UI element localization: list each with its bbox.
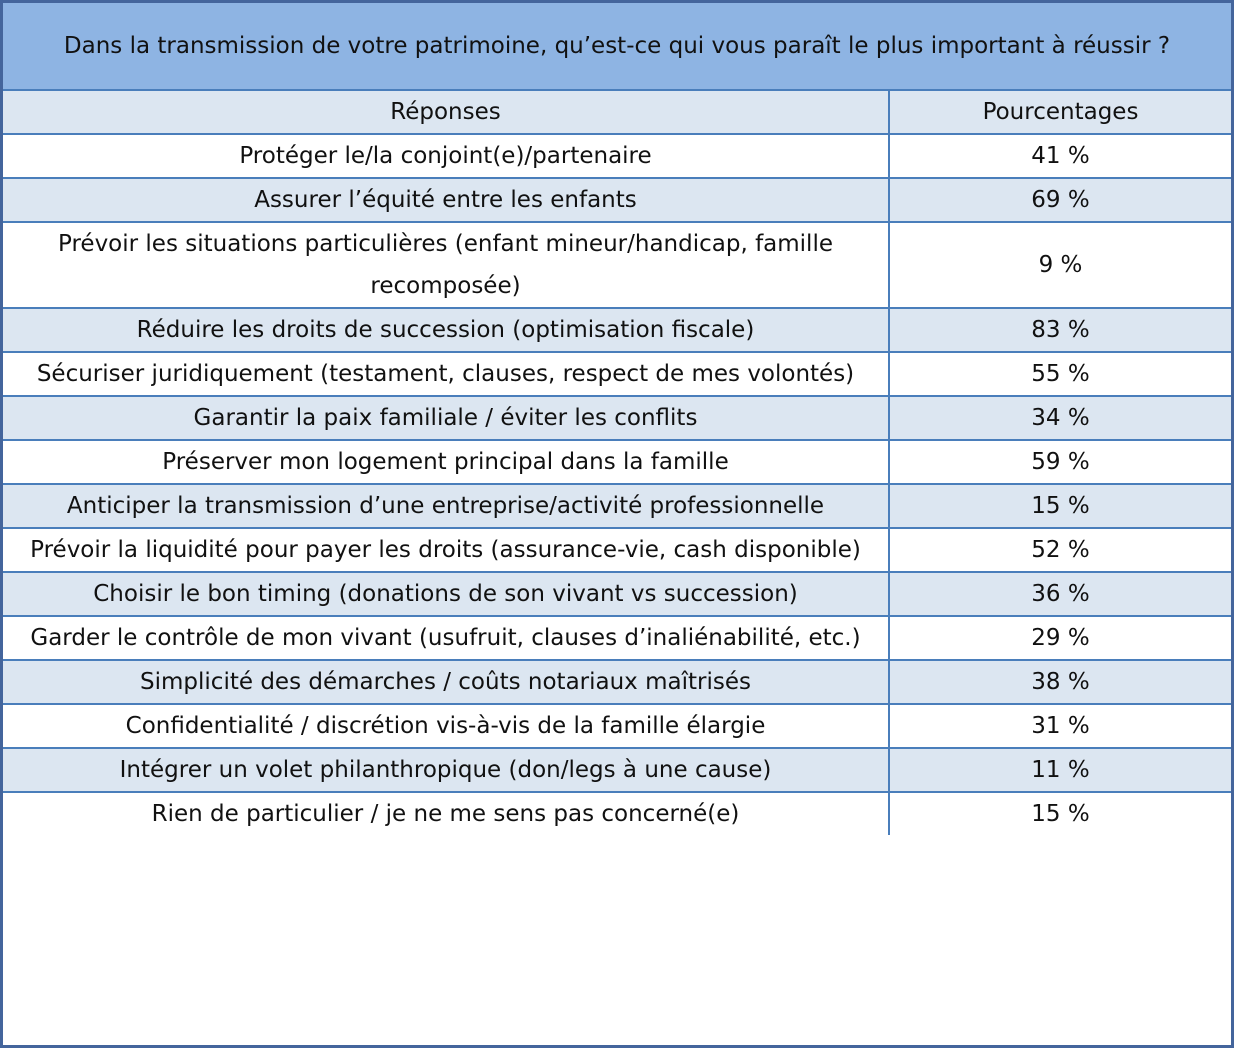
response-cell: Intégrer un volet philanthropique (don/l… <box>3 749 890 791</box>
table-row: Réduire les droits de succession (optimi… <box>3 309 1231 353</box>
response-cell: Réduire les droits de succession (optimi… <box>3 309 890 351</box>
response-cell: Assurer l’équité entre les enfants <box>3 179 890 221</box>
table-row: Sécuriser juridiquement (testament, clau… <box>3 353 1231 397</box>
percentage-cell: 34 % <box>1031 405 1090 431</box>
response-cell: Prévoir les situations particulières (en… <box>3 223 890 307</box>
table-row: Protéger le/la conjoint(e)/partenaire 41 … <box>3 135 1231 179</box>
table-row: Anticiper la transmission d’une entrepri… <box>3 485 1231 529</box>
percentage-cell: 36 % <box>1031 581 1090 607</box>
response-cell: Prévoir la liquidité pour payer les droi… <box>3 529 890 571</box>
table-row: Simplicité des démarches / coûts notaria… <box>3 661 1231 705</box>
table-row: Confidentialité / discrétion vis-à-vis d… <box>3 705 1231 749</box>
response-cell: Protéger le/la conjoint(e)/partenaire <box>3 135 890 177</box>
response-cell: Confidentialité / discrétion vis-à-vis d… <box>3 705 890 747</box>
percentage-cell: 55 % <box>1031 361 1090 387</box>
percentage-cell: 41 % <box>1031 143 1090 169</box>
response-cell: Préserver mon logement principal dans la… <box>3 441 890 483</box>
column-header-responses: Réponses <box>3 91 890 133</box>
percentage-cell: 31 % <box>1031 713 1090 739</box>
percentage-cell: 15 % <box>1031 493 1090 519</box>
table-row: Garantir la paix familiale / éviter les … <box>3 397 1231 441</box>
response-cell: Rien de particulier / je ne me sens pas … <box>3 793 890 835</box>
percentage-cell: 11 % <box>1031 757 1090 783</box>
response-cell: Anticiper la transmission d’une entrepri… <box>3 485 890 527</box>
percentage-cell: 15 % <box>1031 801 1090 827</box>
table-row: Prévoir les situations particulières (en… <box>3 223 1231 309</box>
response-cell: Garantir la paix familiale / éviter les … <box>3 397 890 439</box>
table-row: Rien de particulier / je ne me sens pas … <box>3 793 1231 835</box>
table-row: Assurer l’équité entre les enfants 69 % <box>3 179 1231 223</box>
column-header-percentages: Pourcentages <box>982 99 1139 125</box>
response-cell: Choisir le bon timing (donations de son … <box>3 573 890 615</box>
percentage-cell: 9 % <box>1038 252 1083 278</box>
percentage-cell: 29 % <box>1031 625 1090 651</box>
table-row: Garder le contrôle de mon vivant (usufru… <box>3 617 1231 661</box>
response-cell: Sécuriser juridiquement (testament, clau… <box>3 353 890 395</box>
percentage-cell: 69 % <box>1031 187 1090 213</box>
table-row: Intégrer un volet philanthropique (don/l… <box>3 749 1231 793</box>
table-row: Prévoir la liquidité pour payer les droi… <box>3 529 1231 573</box>
table-header-row: Réponses Pourcentages <box>3 91 1231 135</box>
percentage-cell: 59 % <box>1031 449 1090 475</box>
response-cell: Garder le contrôle de mon vivant (usufru… <box>3 617 890 659</box>
percentage-cell: 52 % <box>1031 537 1090 563</box>
table-row: Choisir le bon timing (donations de son … <box>3 573 1231 617</box>
table-row: Préserver mon logement principal dans la… <box>3 441 1231 485</box>
response-cell: Simplicité des démarches / coûts notaria… <box>3 661 890 703</box>
table-title: Dans la transmission de votre patrimoine… <box>3 3 1231 91</box>
percentage-cell: 38 % <box>1031 669 1090 695</box>
table-body: Protéger le/la conjoint(e)/partenaire 41 … <box>3 135 1231 835</box>
percentage-cell: 83 % <box>1031 317 1090 343</box>
